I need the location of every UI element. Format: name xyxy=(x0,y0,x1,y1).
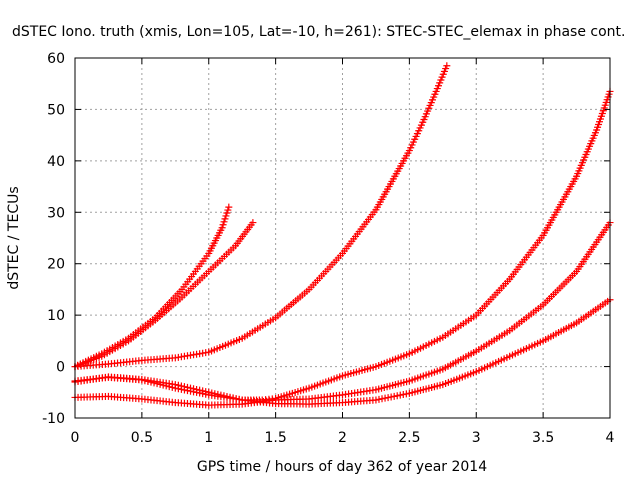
y-tick-label: 50 xyxy=(47,102,65,118)
data-point xyxy=(224,206,232,214)
data-point xyxy=(208,389,216,397)
data-point xyxy=(390,392,398,400)
data-point xyxy=(177,382,185,390)
data-point xyxy=(202,388,210,396)
data-point xyxy=(171,381,179,389)
data-point xyxy=(196,386,204,394)
data-point xyxy=(387,393,395,401)
y-tick-label: 0 xyxy=(56,360,65,376)
data-point xyxy=(229,394,237,402)
series-sat-A xyxy=(71,203,233,371)
data-point xyxy=(193,385,201,393)
data-point xyxy=(205,388,213,396)
data-point xyxy=(221,215,229,223)
data-point xyxy=(381,394,389,402)
data-point xyxy=(443,62,451,70)
data-point xyxy=(226,393,234,401)
data-point xyxy=(199,387,207,395)
data-point xyxy=(384,394,392,402)
data-point xyxy=(219,221,227,229)
x-tick-labels: 0 0.5 1 1.5 2 2.5 3 3.5 4 xyxy=(71,430,615,446)
data-point xyxy=(396,391,404,399)
data-point xyxy=(217,391,225,399)
x-tick-label: 2 xyxy=(338,430,347,446)
x-tick-label: 0 xyxy=(71,430,80,446)
series-sat-D xyxy=(71,87,614,404)
data-point xyxy=(378,395,386,403)
y-tick-label: 20 xyxy=(47,257,65,273)
series-sat-C xyxy=(71,62,451,371)
data-point xyxy=(235,395,243,403)
data-point xyxy=(375,395,383,403)
ticks xyxy=(74,57,611,419)
data-point xyxy=(399,391,407,399)
data-point xyxy=(223,392,231,400)
series-sat-F xyxy=(71,296,614,408)
y-tick-label: 10 xyxy=(47,308,65,324)
data-point xyxy=(180,383,188,391)
x-tick-label: 2.5 xyxy=(398,430,420,446)
data-point xyxy=(222,212,230,220)
y-tick-label: 30 xyxy=(47,205,65,221)
grid xyxy=(75,58,610,418)
data-point xyxy=(249,219,257,227)
data-point xyxy=(174,381,182,389)
x-tick-label: 1.5 xyxy=(264,430,286,446)
plot-frame xyxy=(74,57,611,419)
series-layer xyxy=(71,62,614,409)
y-tick-label: -10 xyxy=(42,411,65,427)
chart-title: dSTEC Iono. truth (xmis, Lon=105, Lat=-1… xyxy=(12,24,625,40)
data-point xyxy=(190,385,198,393)
data-point xyxy=(225,203,233,211)
x-tick-label: 3.5 xyxy=(532,430,554,446)
data-point xyxy=(393,392,401,400)
data-point xyxy=(211,390,219,398)
data-point xyxy=(183,383,191,391)
y-tick-label: 60 xyxy=(47,51,65,67)
data-point xyxy=(187,384,195,392)
data-point xyxy=(220,218,228,226)
data-point xyxy=(223,209,231,217)
data-point xyxy=(214,390,222,398)
data-point xyxy=(220,392,228,400)
x-axis-label: GPS time / hours of day 362 of year 2014 xyxy=(197,459,487,475)
data-point xyxy=(402,390,410,398)
y-tick-label: 40 xyxy=(47,154,65,170)
y-tick-labels: -10 0 10 20 30 40 50 60 xyxy=(42,51,65,427)
x-tick-label: 4 xyxy=(606,430,615,446)
y-axis-label: dSTEC / TECUs xyxy=(6,186,22,289)
x-tick-label: 1 xyxy=(204,430,213,446)
x-tick-label: 0.5 xyxy=(131,430,153,446)
x-tick-label: 3 xyxy=(472,430,481,446)
data-point xyxy=(218,224,226,232)
data-point xyxy=(232,395,240,403)
data-point xyxy=(372,396,380,404)
